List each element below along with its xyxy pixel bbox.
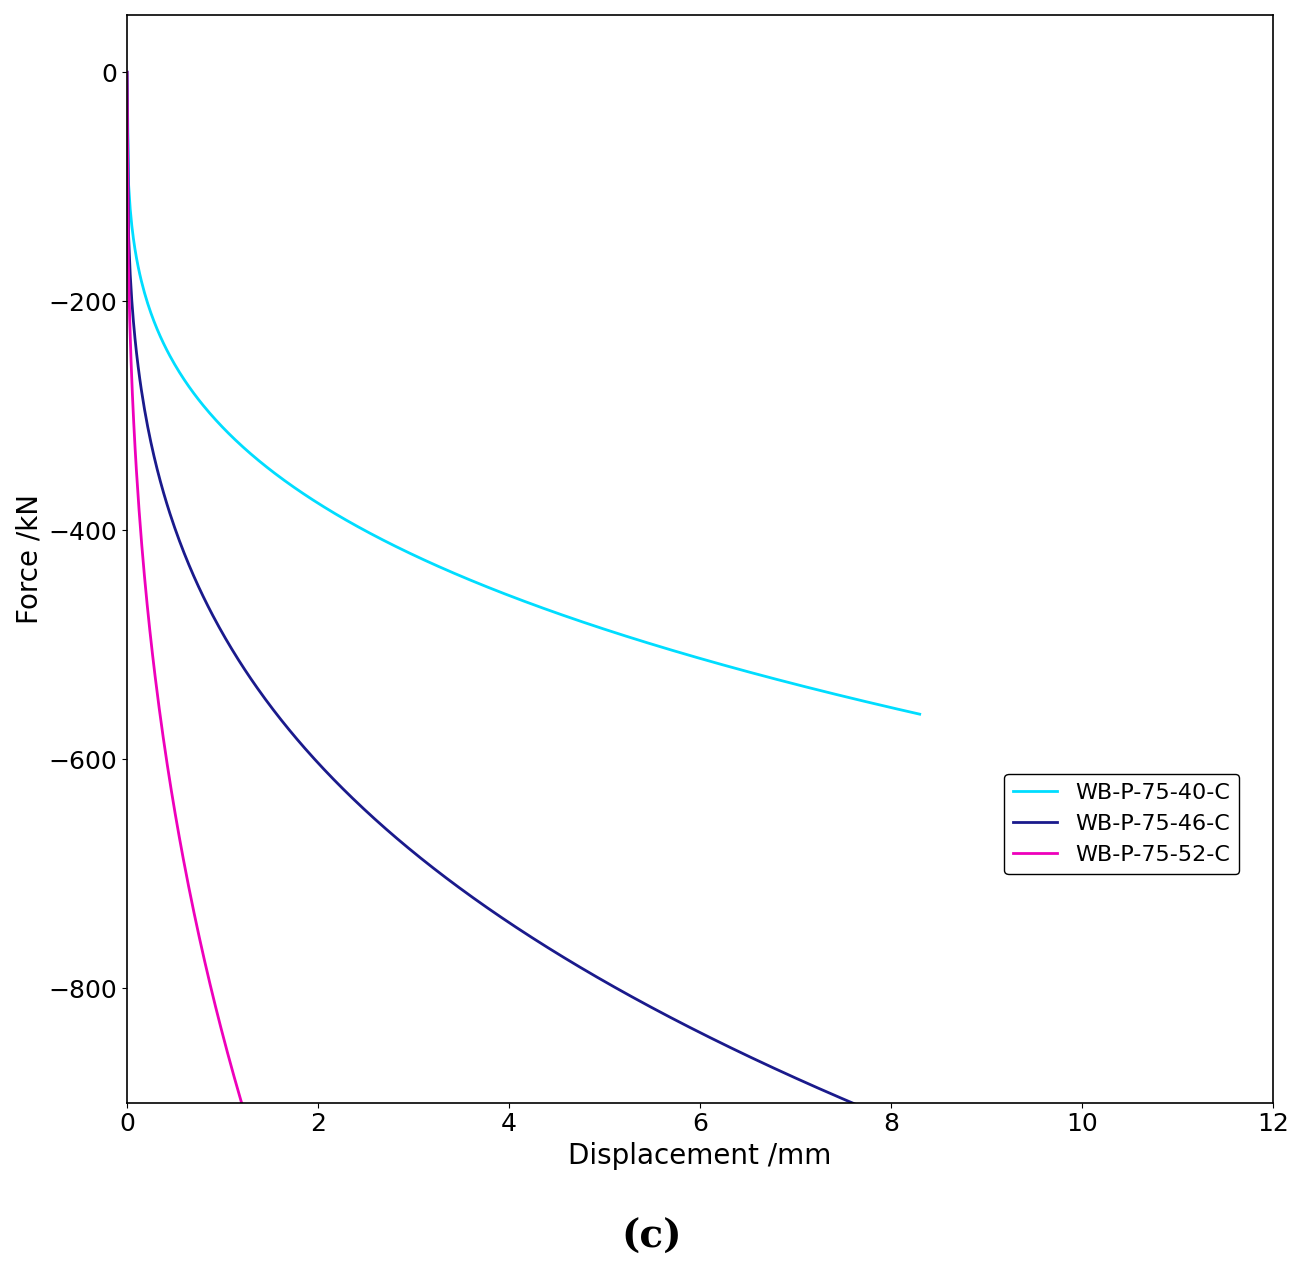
Line: WB-P-75-40-C: WB-P-75-40-C xyxy=(126,72,919,714)
Line: WB-P-75-46-C: WB-P-75-46-C xyxy=(126,72,919,1131)
WB-P-75-46-C xyxy=(119,64,134,80)
WB-P-75-40-C xyxy=(548,605,563,621)
WB-P-75-40-C xyxy=(496,586,511,601)
WB-P-75-40-C xyxy=(119,64,134,80)
WB-P-75-46-C xyxy=(769,1061,785,1077)
X-axis label: Displacement /mm: Displacement /mm xyxy=(569,1142,832,1170)
WB-P-75-46-C xyxy=(496,911,511,926)
WB-P-75-46-C xyxy=(591,970,606,985)
WB-P-75-46-C xyxy=(893,1115,909,1131)
WB-P-75-46-C xyxy=(548,945,563,961)
WB-P-75-40-C xyxy=(501,587,516,603)
WB-P-75-46-C xyxy=(501,914,516,930)
WB-P-75-40-C xyxy=(769,671,785,687)
Legend: WB-P-75-40-C, WB-P-75-46-C, WB-P-75-52-C: WB-P-75-40-C, WB-P-75-46-C, WB-P-75-52-C xyxy=(1004,774,1239,875)
Text: (c): (c) xyxy=(622,1217,682,1256)
WB-P-75-40-C xyxy=(893,702,909,717)
Line: WB-P-75-52-C: WB-P-75-52-C xyxy=(126,72,795,1288)
WB-P-75-40-C xyxy=(591,620,606,635)
WB-P-75-52-C xyxy=(119,64,134,80)
WB-P-75-40-C xyxy=(911,706,927,721)
WB-P-75-46-C xyxy=(911,1123,927,1139)
Y-axis label: Force /kN: Force /kN xyxy=(16,493,43,623)
